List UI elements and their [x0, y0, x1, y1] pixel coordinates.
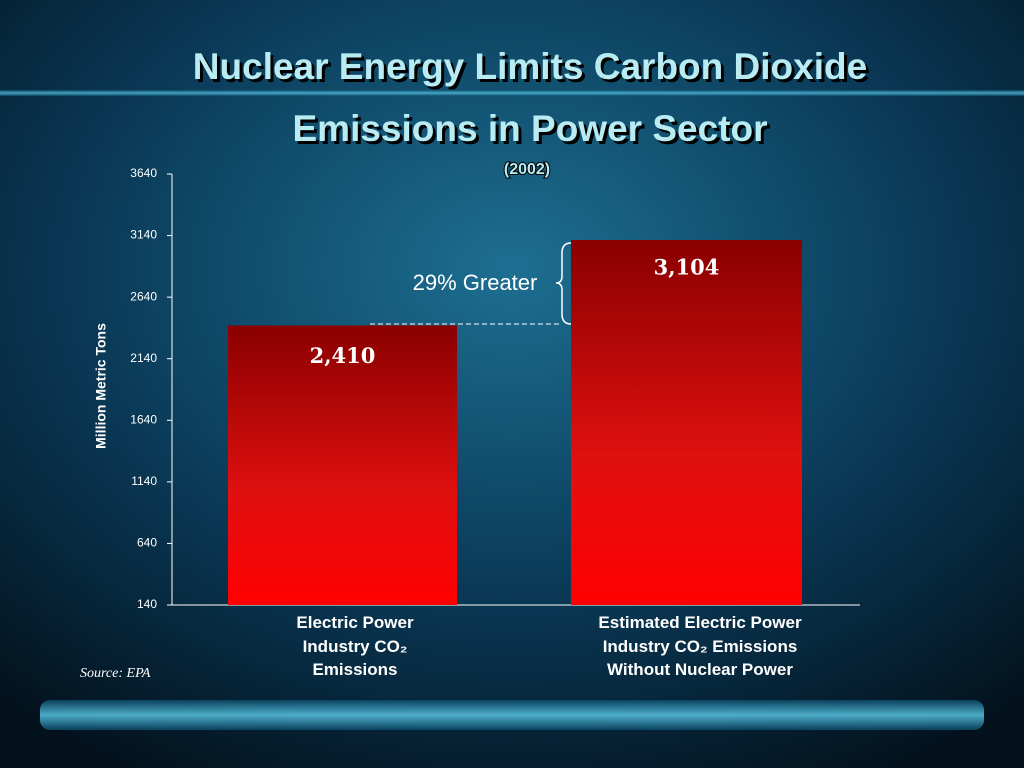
y-tick-label: 2140	[130, 351, 157, 365]
y-tick-label: 3640	[130, 166, 157, 180]
data-label: 2,410	[310, 343, 376, 368]
chart-title: Nuclear Energy Limits Carbon Dioxide Emi…	[192, 46, 868, 149]
y-tick-label: 140	[137, 597, 157, 611]
bar	[571, 240, 802, 605]
y-tick-label: 3140	[130, 228, 157, 242]
source: Source: EPA	[80, 666, 151, 681]
chart-subtitle: (2002)	[504, 161, 550, 178]
y-axis-label: Million Metric Tons	[93, 323, 109, 449]
x-tick-label: Estimated Electric Power Industry CO₂ Em…	[598, 613, 802, 679]
y-tick-label: 2640	[130, 289, 157, 303]
bar	[228, 325, 457, 605]
bottom-band	[40, 700, 984, 730]
brace	[555, 242, 572, 325]
y-tick-label: 640	[137, 536, 157, 550]
y-tick-label: 1640	[130, 412, 157, 426]
x-tick-label: Electric Power Industry CO₂ Emissions	[296, 613, 414, 679]
y-tick-label: 1140	[131, 474, 157, 488]
annotation: 29% Greater	[413, 270, 538, 295]
data-label: 3,104	[654, 255, 720, 280]
top-band	[0, 90, 1024, 96]
